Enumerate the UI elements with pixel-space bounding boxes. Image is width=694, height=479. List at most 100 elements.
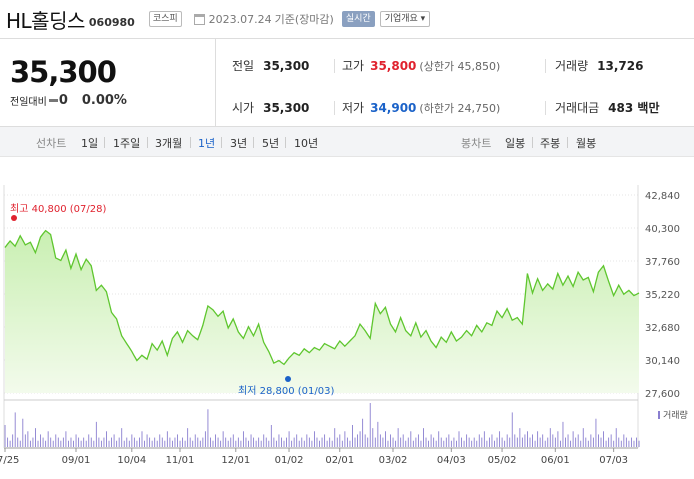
period-1y[interactable]: 1년 (198, 137, 216, 150)
stat-label: 거래량 (555, 59, 589, 73)
x-tick-label: 07/25 (0, 455, 19, 466)
period-3m[interactable]: 3개월 (155, 137, 183, 150)
candle-weekly[interactable]: 주봉 (540, 137, 561, 150)
volume-bar (359, 431, 361, 447)
volume-bar (136, 440, 138, 447)
stat-high: 고가 35,800 (상한가 45,850) (342, 57, 500, 74)
high-annotation: 최고 40,800 (07/28) (10, 203, 106, 215)
volume-bar (519, 428, 521, 447)
volume-bar (166, 431, 168, 447)
candle-monthly[interactable]: 월봉 (576, 137, 597, 150)
volume-bar (258, 437, 260, 447)
realtime-button[interactable]: 실시간 (341, 11, 375, 27)
volume-bar (171, 440, 173, 447)
price-chart-svg: 42,840 40,300 37,760 35,220 32,680 30,140 27,6… (0, 185, 688, 466)
y-tick-label: 40,300 (645, 224, 680, 235)
volume-bar (159, 434, 161, 447)
period-divider (221, 137, 222, 148)
volume-bar (73, 440, 74, 447)
x-tick-label: 11/01 (166, 455, 195, 466)
volume-bar (374, 437, 376, 447)
volume-bar (544, 440, 546, 447)
volume-bar (156, 440, 158, 447)
volume-bar (83, 437, 85, 447)
volume-bar (534, 440, 536, 447)
volume-bar (184, 440, 186, 447)
volume-bar (412, 440, 414, 447)
volume-bar (450, 440, 452, 447)
volume-bar (268, 440, 270, 447)
volume-bar (253, 437, 255, 447)
volume-bar (549, 428, 551, 447)
x-tick-label: 02/01 (325, 455, 354, 466)
price-chart[interactable]: 42,840 40,300 37,760 35,220 32,680 30,140 27,6… (0, 157, 694, 479)
volume-bar (319, 440, 320, 447)
volume-bar (207, 409, 209, 447)
volume-bar (334, 428, 336, 447)
volume-bar (453, 437, 455, 447)
volume-bar (552, 434, 554, 447)
volume-legend-swatch (658, 411, 660, 419)
volume-bar (192, 440, 194, 447)
volume-bar (70, 437, 72, 447)
candle-daily[interactable]: 일봉 (505, 137, 526, 150)
quote-date-status: 기준(장마감) (274, 13, 334, 26)
volume-bar (483, 431, 485, 447)
volume-bar (313, 431, 315, 447)
low-marker (285, 376, 291, 382)
volume-bar (496, 437, 498, 447)
stat-divider (334, 59, 335, 73)
period-5y[interactable]: 5년 (262, 137, 280, 150)
volume-bar (182, 437, 184, 447)
volume-bar (103, 437, 105, 447)
volume-bar (78, 437, 80, 447)
volume-bar (42, 437, 44, 447)
volume-bar (372, 428, 374, 447)
period-1d[interactable]: 1일 (81, 137, 99, 150)
price-line (4, 229, 640, 366)
volume-bar (481, 437, 483, 447)
volume-bar (478, 434, 480, 447)
volume-bar (52, 440, 54, 447)
volume-bar (123, 440, 125, 447)
volume-bar (281, 437, 282, 447)
period-divider (567, 137, 568, 148)
volume-bar (387, 440, 389, 447)
period-divider (285, 137, 286, 148)
period-1w[interactable]: 1주일 (113, 137, 141, 150)
volume-bar (562, 421, 564, 447)
volume-bar (423, 428, 424, 447)
volume-bar (65, 431, 67, 447)
volume-bar (567, 434, 569, 447)
volume-bar (638, 440, 640, 447)
period-3y[interactable]: 3년 (230, 137, 248, 150)
volume-bar (222, 431, 224, 447)
current-price-box: 35,300 전일대비 0 0.00% (0, 39, 215, 127)
volume-bar (169, 437, 171, 447)
volume-bar (204, 431, 206, 447)
volume-bar (108, 440, 110, 447)
stat-divider (334, 101, 335, 115)
volume-bar (29, 440, 31, 447)
volume-bar (227, 440, 229, 447)
volume-bar (235, 440, 237, 447)
volume-bar (521, 437, 523, 447)
volume-bar (40, 434, 42, 447)
volume-bar (288, 431, 290, 447)
volume-bar (93, 440, 95, 447)
volume-bar (121, 428, 123, 447)
volume-bar (618, 437, 620, 447)
volume-bar (504, 440, 506, 447)
period-10y[interactable]: 10년 (294, 137, 319, 150)
volume-bar (339, 434, 341, 447)
volume-bar (473, 437, 475, 447)
volume-bar (106, 431, 107, 447)
volume-bar (438, 431, 440, 447)
company-info-button[interactable]: 기업개요 ▾ (379, 11, 431, 27)
volume-bar (128, 440, 130, 447)
price-stats: 전일 35,300 고가 35,800 (상한가 45,850) 거래량 13,… (215, 39, 694, 127)
volume-bar (516, 437, 518, 447)
stat-value: 35,300 (263, 59, 310, 73)
volume-bar (630, 437, 632, 447)
volume-bar (179, 440, 181, 447)
